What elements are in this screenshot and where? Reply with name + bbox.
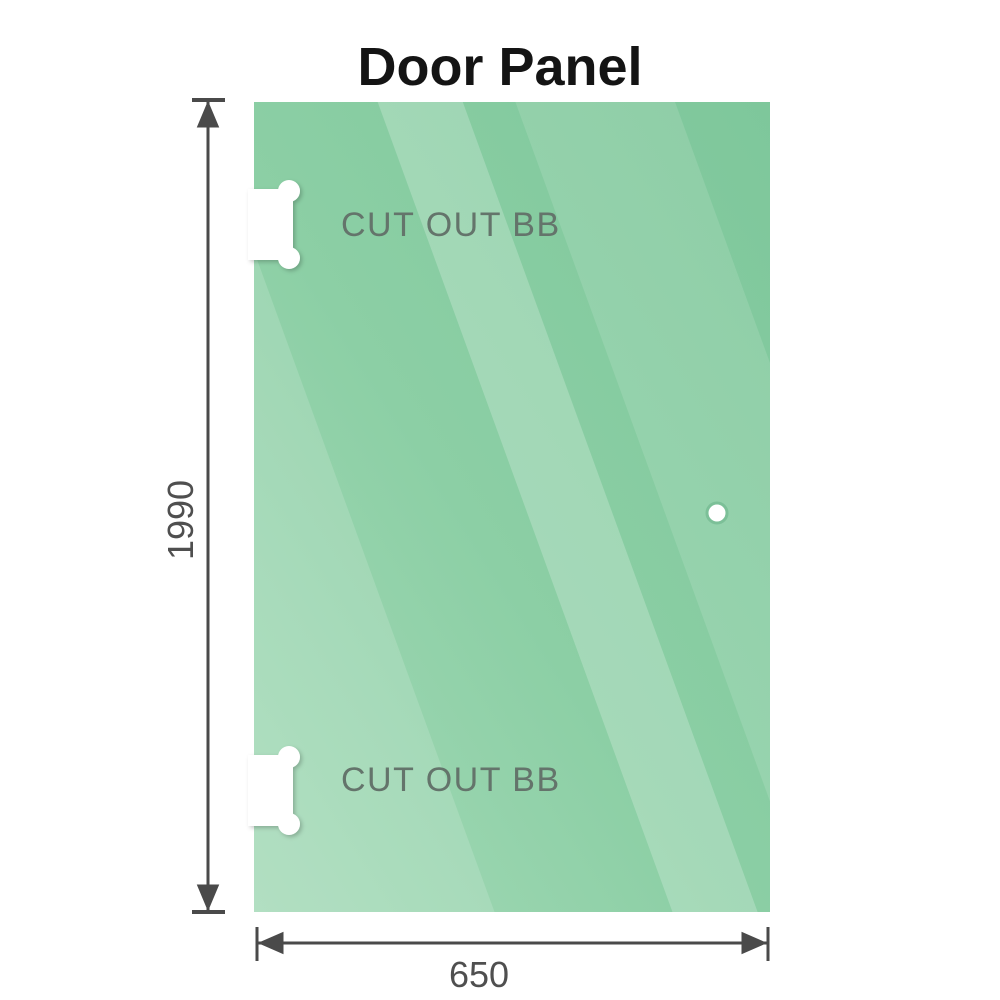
width-dimension-line	[255, 927, 770, 961]
arrow-down-icon	[196, 884, 220, 912]
width-dimension-label: 650	[448, 954, 510, 995]
cutout-top-label: CUT OUT BB	[341, 206, 561, 244]
glass-panel	[254, 102, 770, 912]
height-dimension-line	[192, 98, 225, 914]
arrow-left-icon	[257, 931, 284, 955]
page-title: Door Panel	[357, 37, 643, 97]
cutout-top	[248, 180, 300, 269]
arrow-right-icon	[741, 931, 768, 955]
arrow-up-icon	[196, 100, 220, 128]
cutout-bottom-label: CUT OUT BB	[341, 761, 561, 799]
handle-hole	[705, 501, 729, 525]
cutout-bottom	[248, 746, 300, 835]
height-dimension-label: 1990	[160, 479, 201, 561]
